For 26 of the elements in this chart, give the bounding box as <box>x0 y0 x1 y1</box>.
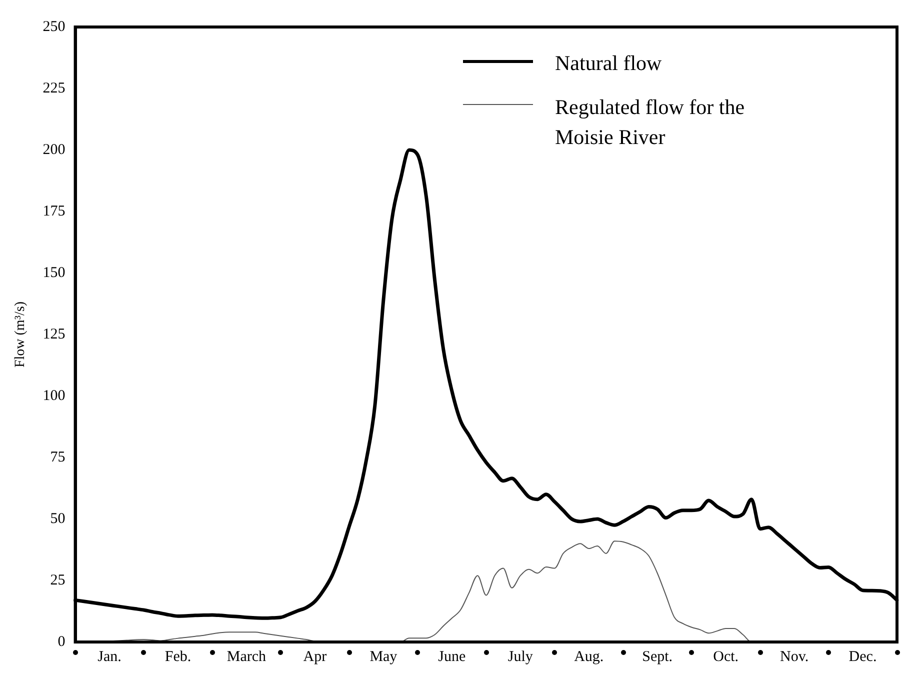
legend-label: Regulated flow for the Moisie River <box>555 94 746 151</box>
y-tick-label: 25 <box>50 572 66 588</box>
x-tick-label: Aug. <box>574 648 604 665</box>
y-tick-label: 225 <box>42 80 66 96</box>
x-tick-label: Sept. <box>642 648 673 665</box>
x-tick-label: May <box>370 648 398 665</box>
legend-label: Natural flow <box>555 50 663 77</box>
y-tick-label: 175 <box>42 203 66 220</box>
x-tick-label: Dec. <box>848 648 877 665</box>
x-tick-label: Jan. <box>98 648 122 665</box>
x-tick-label: June <box>438 648 466 665</box>
x-tick-label: Feb. <box>164 648 192 665</box>
y-tick-label: 75 <box>50 449 66 466</box>
x-tick-label: Oct. <box>713 648 739 665</box>
y-tick-label: 125 <box>42 326 66 342</box>
y-tick-label: 200 <box>42 142 66 158</box>
x-tick-label: March <box>226 648 267 665</box>
y-axis-title: Flow (m³/s) <box>13 301 28 368</box>
x-tick-label: Nov. <box>780 648 809 665</box>
y-tick-label: 150 <box>42 264 66 281</box>
y-tick-label: 100 <box>42 388 66 404</box>
x-tick-label: July <box>508 648 534 665</box>
x-tick-label: Apr <box>303 648 327 665</box>
y-tick-label: 0 <box>58 634 66 650</box>
y-tick-label: 50 <box>50 510 66 527</box>
y-tick-label: 250 <box>42 18 66 35</box>
